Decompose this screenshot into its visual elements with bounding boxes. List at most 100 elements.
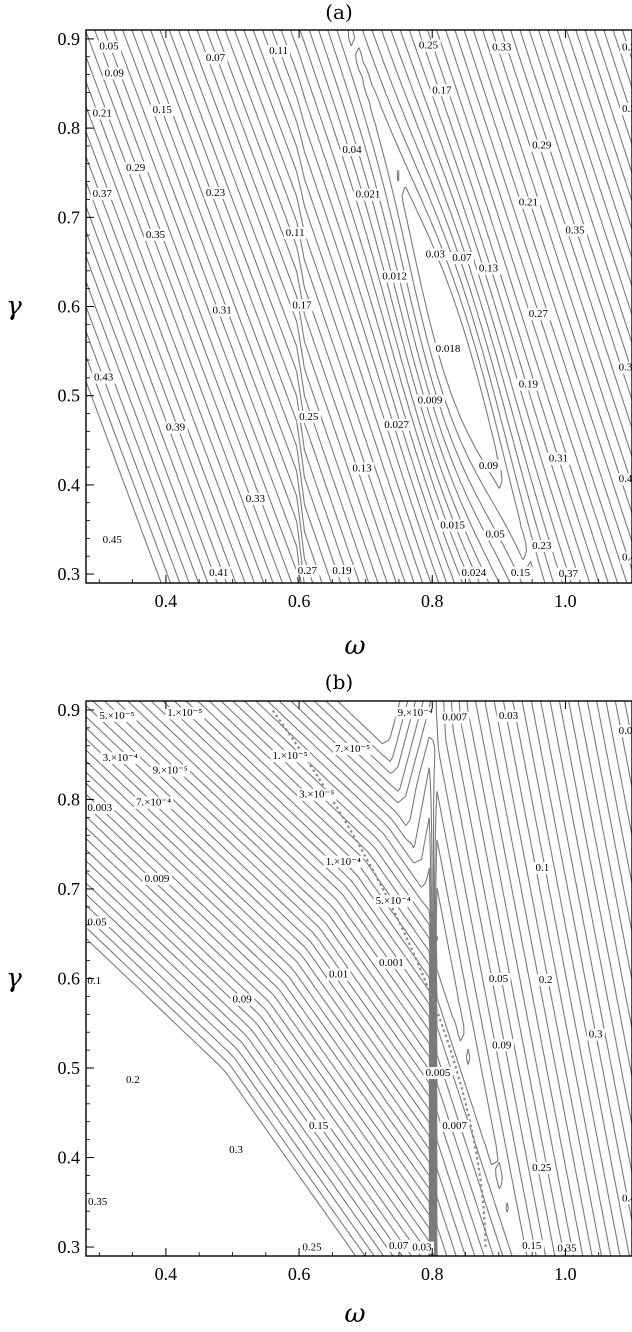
contour-label-bg	[563, 224, 588, 237]
contour-line-43	[86, 381, 162, 583]
contour-label: 0.007	[442, 712, 467, 724]
contour-label: 0.25	[419, 40, 439, 52]
contour-label-bg	[90, 107, 114, 120]
contour-label: 0.11	[269, 45, 288, 57]
contour-label-bg	[207, 566, 231, 579]
contour-label: 0.15	[522, 1240, 542, 1252]
contour-line-31	[86, 30, 632, 583]
contour-label: 0.03	[412, 1242, 432, 1254]
contour-label: 0.01	[329, 969, 348, 981]
contour-label: 9.×10⁻⁵	[153, 765, 188, 777]
contour-label-bg	[486, 973, 511, 986]
contour-label: 0.29	[532, 140, 552, 152]
panel-caption: (a)	[325, 0, 353, 24]
contour-label: 0.001	[379, 957, 404, 969]
contour-label-bg	[373, 895, 413, 908]
contour-line-24	[131, 30, 632, 583]
contour-label-bg	[330, 565, 355, 578]
contour-label: 0.4	[622, 1192, 632, 1204]
contour-label-bg	[616, 725, 632, 738]
contour-label-bg	[440, 711, 470, 724]
contour-line-34	[86, 156, 246, 583]
contour-label: 0.35	[565, 224, 585, 236]
contour-label-bg	[430, 84, 454, 97]
contour-label: 0.027	[384, 419, 409, 431]
contour-line-13	[233, 30, 632, 583]
contour-label: 1.×10⁻⁵	[272, 750, 307, 762]
contour-label-bg	[150, 764, 190, 777]
contour-line-21	[159, 30, 632, 583]
contour-label: 0.3	[622, 42, 632, 54]
contour-label: 0.13	[352, 463, 372, 475]
contour-label-bg	[516, 196, 541, 209]
contour-label: 0.009	[418, 395, 443, 407]
contour-label-bg	[86, 916, 110, 929]
contour-line-37	[86, 231, 218, 583]
contour-line-18	[187, 30, 632, 583]
contour-label-bg	[333, 743, 373, 756]
contour-label: 0.05	[486, 529, 506, 541]
contour-label-bg	[86, 1195, 110, 1208]
contour-label-bg	[620, 1192, 632, 1205]
contour-label-bg	[556, 567, 581, 580]
contour-label-bg	[530, 1161, 554, 1174]
contour-label: 0.05	[99, 41, 119, 53]
y-tick-label: 0.5	[58, 386, 81, 406]
contour-label: 0.13	[479, 263, 499, 275]
contour-line-9	[271, 30, 609, 583]
contour-label-bg	[496, 709, 521, 722]
contour-label: 7.×10⁻⁴	[136, 797, 171, 809]
contour-label: 0.09	[492, 1039, 512, 1051]
contour-line-38	[86, 256, 209, 583]
contour-label-bg	[382, 418, 412, 431]
contour-line-8	[280, 30, 600, 583]
contour-label-bg	[620, 103, 632, 116]
contour-label-bg	[97, 40, 122, 53]
contour-label: 0.29	[126, 162, 146, 174]
contour-label-bg	[450, 252, 474, 265]
contour-label: 0.33	[246, 493, 266, 505]
contour-label-bg	[86, 974, 104, 987]
contour-label-bg	[490, 41, 514, 54]
contour-line-16	[150, 701, 632, 1256]
contour-label-bg	[353, 188, 383, 201]
contour-label-bg	[410, 1241, 435, 1254]
contour-label: 0.27	[298, 565, 318, 577]
contour-label: 0.15	[511, 567, 531, 579]
contour-label: 0.3	[589, 1029, 603, 1041]
contour-line-14	[224, 30, 632, 583]
contour-label: 0.41	[209, 567, 228, 579]
contour-label: 0.012	[382, 271, 407, 283]
contour-line-0	[337, 701, 401, 745]
contour-label: 0.07	[389, 1240, 409, 1252]
contour-label: 0.25	[299, 411, 319, 423]
contour-label: 0.05	[87, 917, 107, 929]
contour-label-bg	[476, 459, 501, 472]
contour-label-bg	[516, 378, 541, 391]
contour-label: 5.×10⁻⁴	[376, 895, 411, 907]
y-tick-label: 0.6	[58, 969, 81, 989]
x-axis-label: ω	[344, 631, 365, 661]
contour-label-bg	[483, 528, 508, 541]
chart-panel-b: 5.×10⁻⁵ 1.×10⁻⁵ 3.×10⁻⁴ 9.×10⁻⁵ 7.×10⁻⁴ 0.003…	[6, 670, 632, 1329]
y-tick-label: 0.3	[58, 1237, 81, 1257]
contour-label: 0.07	[206, 52, 226, 64]
x-tick-label: 0.6	[288, 591, 311, 611]
contour-label: 0.021	[356, 189, 381, 201]
y-tick-label: 0.8	[58, 789, 81, 809]
y-tick-label: 0.9	[58, 29, 81, 49]
contour-label-bg	[395, 707, 435, 720]
x-tick-label: 0.8	[421, 591, 444, 611]
contour-label-bg	[270, 750, 310, 763]
contour-line-32	[86, 106, 265, 583]
contour-label-bg	[440, 1119, 470, 1132]
contour-label: 3.×10⁻⁴	[103, 752, 138, 764]
contour-label-bg	[508, 566, 533, 579]
contour-line-35	[86, 181, 237, 583]
contour-label: 9.×10⁻⁴	[398, 707, 433, 719]
contour-label-bg	[143, 228, 168, 241]
contour-label-bg	[380, 270, 410, 283]
contour-lines: 5.×10⁻⁵ 1.×10⁻⁵ 3.×10⁻⁴ 9.×10⁻⁵ 7.×10⁻⁴ 0.003…	[86, 701, 632, 1256]
y-axis-label: γ	[6, 292, 22, 322]
